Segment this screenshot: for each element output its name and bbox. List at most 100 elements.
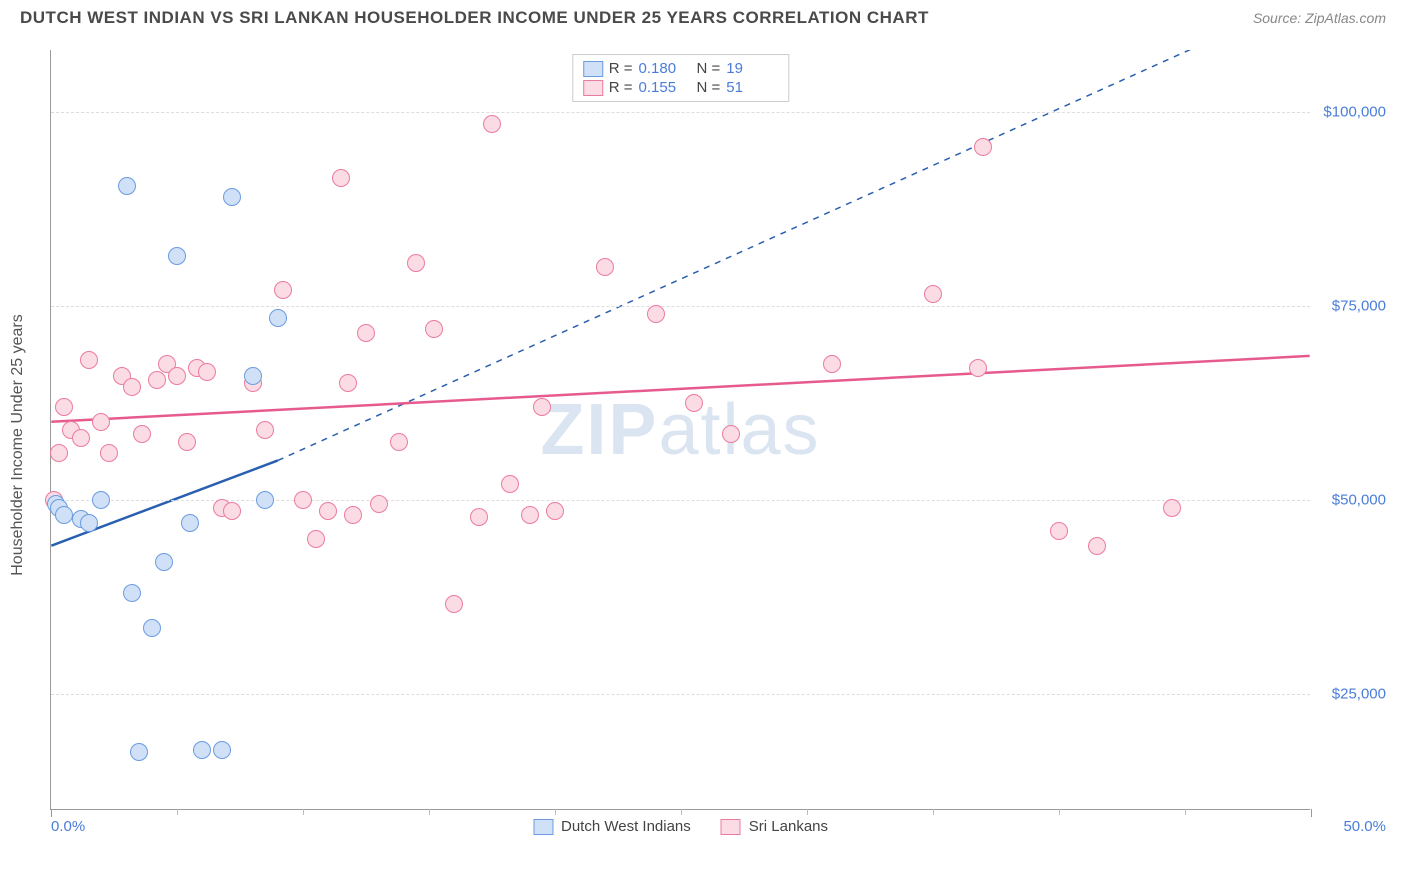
data-point-sl bbox=[390, 433, 408, 451]
correlation-legend: R = 0.180N = 19R = 0.155N = 51 bbox=[572, 54, 790, 102]
series-legend: Dutch West Indians Sri Lankans bbox=[533, 818, 828, 835]
y-axis-label: Householder Income Under 25 years bbox=[9, 314, 27, 575]
legend-swatch bbox=[533, 819, 553, 835]
x-tick-minor bbox=[1059, 809, 1060, 815]
source-label: Source: ZipAtlas.com bbox=[1253, 10, 1386, 26]
data-point-sl bbox=[55, 398, 73, 416]
data-point-dwi bbox=[123, 584, 141, 602]
y-tick-label: $50,000 bbox=[1316, 491, 1386, 508]
data-point-sl bbox=[198, 363, 216, 381]
legend-row-dwi: R = 0.180N = 19 bbox=[583, 59, 779, 78]
data-point-sl bbox=[148, 371, 166, 389]
gridline bbox=[51, 306, 1310, 307]
gridline bbox=[51, 500, 1310, 501]
x-tick-major bbox=[51, 809, 52, 817]
data-point-sl bbox=[168, 367, 186, 385]
r-value: 0.155 bbox=[639, 79, 691, 96]
data-point-sl bbox=[722, 425, 740, 443]
data-point-sl bbox=[407, 254, 425, 272]
gridline bbox=[51, 694, 1310, 695]
r-label: R = bbox=[609, 79, 633, 96]
data-point-sl bbox=[223, 502, 241, 520]
data-point-dwi bbox=[269, 309, 287, 327]
n-value: 19 bbox=[726, 60, 778, 77]
legend-swatch bbox=[721, 819, 741, 835]
data-point-sl bbox=[647, 305, 665, 323]
gridline bbox=[51, 112, 1310, 113]
data-point-dwi bbox=[155, 553, 173, 571]
data-point-sl bbox=[178, 433, 196, 451]
data-point-dwi bbox=[168, 247, 186, 265]
y-tick-label: $75,000 bbox=[1316, 297, 1386, 314]
plot-region: ZIPatlas R = 0.180N = 19R = 0.155N = 51 … bbox=[50, 50, 1310, 810]
data-point-dwi bbox=[223, 188, 241, 206]
data-point-sl bbox=[685, 394, 703, 412]
n-label: N = bbox=[697, 79, 721, 96]
x-tick-minor bbox=[933, 809, 934, 815]
data-point-sl bbox=[294, 491, 312, 509]
watermark: ZIPatlas bbox=[540, 389, 820, 471]
data-point-sl bbox=[307, 530, 325, 548]
data-point-sl bbox=[344, 506, 362, 524]
data-point-sl bbox=[332, 169, 350, 187]
data-point-sl bbox=[1163, 499, 1181, 517]
data-point-sl bbox=[546, 502, 564, 520]
data-point-dwi bbox=[244, 367, 262, 385]
n-value: 51 bbox=[726, 79, 778, 96]
data-point-sl bbox=[924, 285, 942, 303]
data-point-sl bbox=[50, 444, 68, 462]
y-tick-label: $25,000 bbox=[1316, 685, 1386, 702]
data-point-dwi bbox=[143, 619, 161, 637]
legend-swatch bbox=[583, 61, 603, 77]
x-tick-minor bbox=[1185, 809, 1186, 815]
data-point-sl bbox=[425, 320, 443, 338]
data-point-sl bbox=[533, 398, 551, 416]
trend-lines bbox=[51, 50, 1310, 809]
x-tick-minor bbox=[177, 809, 178, 815]
x-tick-minor bbox=[681, 809, 682, 815]
series-label: Dutch West Indians bbox=[561, 818, 691, 835]
x-tick-label: 0.0% bbox=[51, 818, 85, 835]
y-tick-label: $100,000 bbox=[1316, 104, 1386, 121]
data-point-sl bbox=[969, 359, 987, 377]
data-point-sl bbox=[1088, 537, 1106, 555]
data-point-sl bbox=[974, 138, 992, 156]
chart-area: Householder Income Under 25 years ZIPatl… bbox=[50, 50, 1390, 840]
n-label: N = bbox=[697, 60, 721, 77]
data-point-sl bbox=[483, 115, 501, 133]
data-point-sl bbox=[274, 281, 292, 299]
data-point-sl bbox=[357, 324, 375, 342]
data-point-dwi bbox=[193, 741, 211, 759]
data-point-sl bbox=[445, 595, 463, 613]
data-point-sl bbox=[319, 502, 337, 520]
data-point-sl bbox=[92, 413, 110, 431]
data-point-sl bbox=[123, 378, 141, 396]
data-point-sl bbox=[100, 444, 118, 462]
data-point-sl bbox=[1050, 522, 1068, 540]
data-point-sl bbox=[596, 258, 614, 276]
x-tick-minor bbox=[303, 809, 304, 815]
data-point-dwi bbox=[118, 177, 136, 195]
r-value: 0.180 bbox=[639, 60, 691, 77]
data-point-sl bbox=[823, 355, 841, 373]
x-tick-minor bbox=[429, 809, 430, 815]
x-tick-minor bbox=[807, 809, 808, 815]
data-point-sl bbox=[80, 351, 98, 369]
data-point-sl bbox=[339, 374, 357, 392]
x-tick-major bbox=[1311, 809, 1312, 817]
data-point-dwi bbox=[92, 491, 110, 509]
data-point-sl bbox=[256, 421, 274, 439]
data-point-sl bbox=[72, 429, 90, 447]
data-point-sl bbox=[370, 495, 388, 513]
series-legend-item-sl: Sri Lankans bbox=[721, 818, 828, 835]
data-point-sl bbox=[470, 508, 488, 526]
legend-swatch bbox=[583, 80, 603, 96]
series-legend-item-dwi: Dutch West Indians bbox=[533, 818, 691, 835]
data-point-dwi bbox=[213, 741, 231, 759]
data-point-dwi bbox=[256, 491, 274, 509]
x-tick-minor bbox=[555, 809, 556, 815]
data-point-dwi bbox=[181, 514, 199, 532]
x-tick-label: 50.0% bbox=[1343, 818, 1386, 835]
data-point-dwi bbox=[55, 506, 73, 524]
chart-title: DUTCH WEST INDIAN VS SRI LANKAN HOUSEHOL… bbox=[20, 8, 929, 28]
